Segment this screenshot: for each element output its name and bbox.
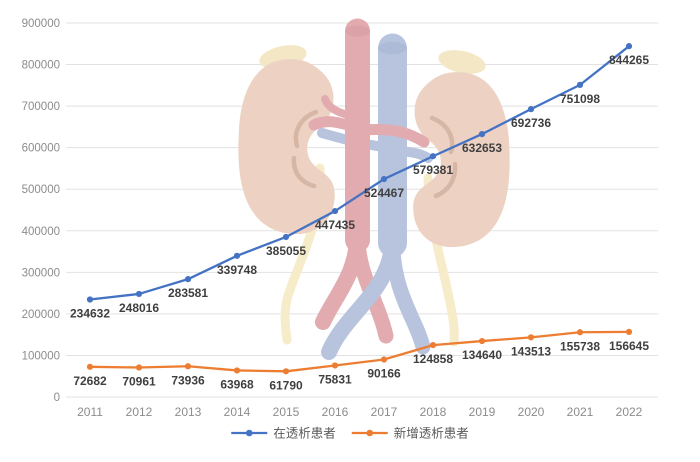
data-label-on-dialysis-patients: 447435: [315, 218, 355, 232]
data-point-new-dialysis-patients: [184, 363, 192, 370]
data-label-new-dialysis-patients: 90166: [367, 367, 401, 381]
legend-label: 新增透析患者: [394, 426, 469, 441]
data-point-on-dialysis-patients: [135, 290, 143, 298]
y-axis-tick-label: 900000: [22, 18, 60, 30]
data-point-new-dialysis-patients: [625, 328, 633, 336]
data-label-on-dialysis-patients: 844265: [609, 53, 649, 67]
data-point-on-dialysis-patients: [282, 233, 290, 241]
left-kidney-calyx-detail-upper: [293, 109, 319, 149]
data-label-on-dialysis-patients: 524467: [364, 186, 404, 200]
data-label-on-dialysis-patients: 385055: [266, 244, 306, 258]
right-adrenal-gland: [438, 50, 486, 74]
data-label-new-dialysis-patients: 70961: [122, 375, 156, 389]
x-axis-tick-label: 2022: [616, 405, 643, 419]
data-point-new-dialysis-patients: [135, 364, 143, 371]
data-label-new-dialysis-patients: 73936: [171, 373, 205, 387]
series-line-on-dialysis-patients: [89, 45, 630, 301]
data-point-on-dialysis-patients: [380, 175, 388, 183]
x-axis-tick-label: 2011: [77, 405, 103, 419]
data-label-on-dialysis-patients: 692736: [511, 116, 551, 130]
data-point-new-dialysis-patients: [282, 368, 290, 375]
x-axis-tick-label: 2013: [175, 405, 202, 419]
legend-dot-marker: [245, 429, 253, 437]
data-label-new-dialysis-patients: 143513: [511, 344, 551, 358]
data-label-on-dialysis-patients: 751098: [560, 92, 600, 106]
data-label-on-dialysis-patients: 283581: [168, 286, 208, 300]
data-point-on-dialysis-patients: [429, 153, 437, 160]
x-axis-tick-label: 2020: [518, 405, 545, 419]
data-label-on-dialysis-patients: 248016: [119, 301, 159, 315]
data-point-new-dialysis-patients: [233, 367, 241, 374]
data-point-on-dialysis-patients: [527, 106, 535, 113]
data-label-new-dialysis-patients: 61790: [269, 378, 303, 392]
data-point-on-dialysis-patients: [184, 276, 192, 283]
data-label-new-dialysis-patients: 124858: [413, 352, 453, 366]
x-axis-tick-label: 2012: [126, 405, 153, 419]
y-axis-tick-label: 0: [54, 392, 60, 404]
left-kidney-calyx-detail-lower: [291, 155, 317, 189]
data-point-new-dialysis-patients: [576, 329, 584, 336]
data-point-on-dialysis-patients: [331, 207, 339, 215]
data-point-on-dialysis-patients: [625, 43, 633, 50]
right-kidney-calyx-detail-lower: [433, 161, 458, 199]
data-label-new-dialysis-patients: 155738: [560, 339, 600, 353]
x-axis-tick-label: 2015: [273, 405, 300, 419]
data-point-new-dialysis-patients: [478, 337, 486, 345]
data-point-on-dialysis-patients: [478, 130, 486, 138]
kidney-watermark-illustration: [238, 18, 510, 360]
y-axis-tick-label: 700000: [22, 101, 60, 113]
y-axis-tick-label: 200000: [22, 309, 60, 321]
data-label-new-dialysis-patients: 72682: [73, 374, 107, 388]
data-label-new-dialysis-patients: 63968: [220, 377, 254, 391]
data-label-on-dialysis-patients: 579381: [413, 163, 453, 177]
y-axis-tick-label: 600000: [22, 143, 60, 155]
data-label-new-dialysis-patients: 75831: [318, 372, 352, 386]
data-point-new-dialysis-patients: [331, 362, 339, 369]
data-label-on-dialysis-patients: 339748: [217, 263, 257, 277]
y-axis-tick-label: 400000: [22, 226, 60, 238]
legend-dot-marker: [366, 429, 374, 437]
data-point-on-dialysis-patients: [86, 296, 94, 303]
y-axis-tick-label: 800000: [22, 60, 60, 72]
right-common-iliac-vein: [385, 230, 431, 355]
x-axis-tick-label: 2021: [567, 405, 594, 419]
series-line-new-dialysis-patients: [89, 330, 630, 373]
legend-label: 在透析患者: [273, 427, 336, 441]
left-renal-artery: [308, 116, 358, 132]
data-point-new-dialysis-patients: [380, 356, 388, 363]
aorta-upper-branch-stub: [321, 95, 356, 120]
data-point-on-dialysis-patients: [576, 81, 584, 88]
y-axis-tick-label: 300000: [22, 267, 60, 279]
data-label-new-dialysis-patients: 156645: [609, 339, 649, 353]
legend-item-on-dialysis-patients: 在透析患者: [231, 427, 336, 441]
y-axis-tick-label: 100000: [22, 350, 60, 362]
legend-item-new-dialysis-patients: 新增透析患者: [351, 426, 469, 441]
data-point-new-dialysis-patients: [86, 363, 94, 370]
data-label-on-dialysis-patients: 234632: [70, 306, 110, 320]
legend: 在透析患者 新增透析患者: [231, 426, 469, 441]
data-point-new-dialysis-patients: [429, 342, 437, 349]
vena-cava-top-cap: [378, 42, 407, 54]
x-axis-tick-label: 2018: [420, 405, 447, 419]
aorta-top-cap: [345, 25, 370, 37]
series-lines-and-markers: [86, 43, 633, 375]
data-label-on-dialysis-patients: 632653: [462, 141, 502, 155]
right-renal-artery: [358, 124, 430, 148]
x-axis-tick-label: 2016: [322, 405, 349, 419]
x-axis-tick-label: 2014: [224, 405, 251, 419]
y-axis-labels: 0 100000 200000 300000 400000 500000 600000 700…: [22, 18, 60, 404]
x-axis-labels: 2011 2012 2013 2014 2015 2016 2017 2018 2019 2020…: [77, 405, 643, 419]
data-point-on-dialysis-patients: [233, 252, 241, 259]
data-labels: 234632 248016 283581 339748 385055 447435 5244…: [70, 53, 649, 392]
left-kidney: [238, 59, 335, 235]
right-kidney: [413, 72, 510, 248]
x-axis-tick-label: 2017: [371, 405, 398, 419]
x-axis-tick-label: 2019: [469, 405, 496, 419]
y-axis-tick-label: 500000: [22, 184, 60, 196]
data-label-new-dialysis-patients: 134640: [462, 348, 502, 362]
data-point-new-dialysis-patients: [527, 334, 535, 341]
